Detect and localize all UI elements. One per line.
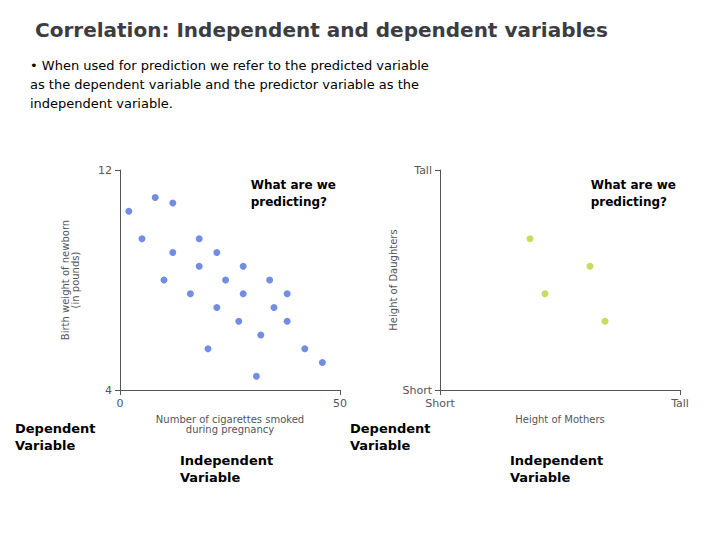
svg-text:Independent: Independent [510,453,603,468]
svg-text:during pregnancy: during pregnancy [186,424,274,435]
svg-text:Variable: Variable [180,470,241,485]
svg-text:Short: Short [402,384,432,397]
svg-text:50: 50 [333,397,347,410]
svg-text:Dependent: Dependent [350,421,431,436]
svg-text:Correlation: Independent and d: Correlation: Independent and dependent v… [35,18,608,42]
svg-text:predicting?: predicting? [591,195,667,209]
svg-text:Tall: Tall [670,397,689,410]
svg-text:(in pounds): (in pounds) [70,252,81,309]
svg-text:Short: Short [425,397,455,410]
svg-text:0: 0 [117,397,124,410]
svg-text:Variable: Variable [350,438,411,453]
svg-text:4: 4 [105,384,112,397]
svg-text:What are we: What are we [251,178,336,192]
svg-text:Number of cigarettes smoked: Number of cigarettes smoked [155,413,305,425]
svg-text:Height of Daughters: Height of Daughters [388,229,399,330]
svg-text:Variable: Variable [510,470,571,485]
svg-text:Birth weight of newborn: Birth weight of newborn [59,219,71,341]
svg-text:independent variable.: independent variable. [30,96,173,111]
svg-text:predicting?: predicting? [251,195,327,209]
svg-text:Independent: Independent [180,453,273,468]
svg-text:Variable: Variable [15,438,76,453]
svg-text:Dependent: Dependent [15,421,96,436]
svg-text:Tall: Tall [413,164,432,177]
svg-text:Height of Mothers: Height of Mothers [515,414,605,425]
svg-text:• When used for prediction we: • When used for prediction we refer to t… [30,58,429,73]
svg-text:as the dependent variable and: as the dependent variable and the predic… [30,77,419,92]
svg-text:What are we: What are we [591,178,676,192]
svg-text:12: 12 [98,164,112,177]
